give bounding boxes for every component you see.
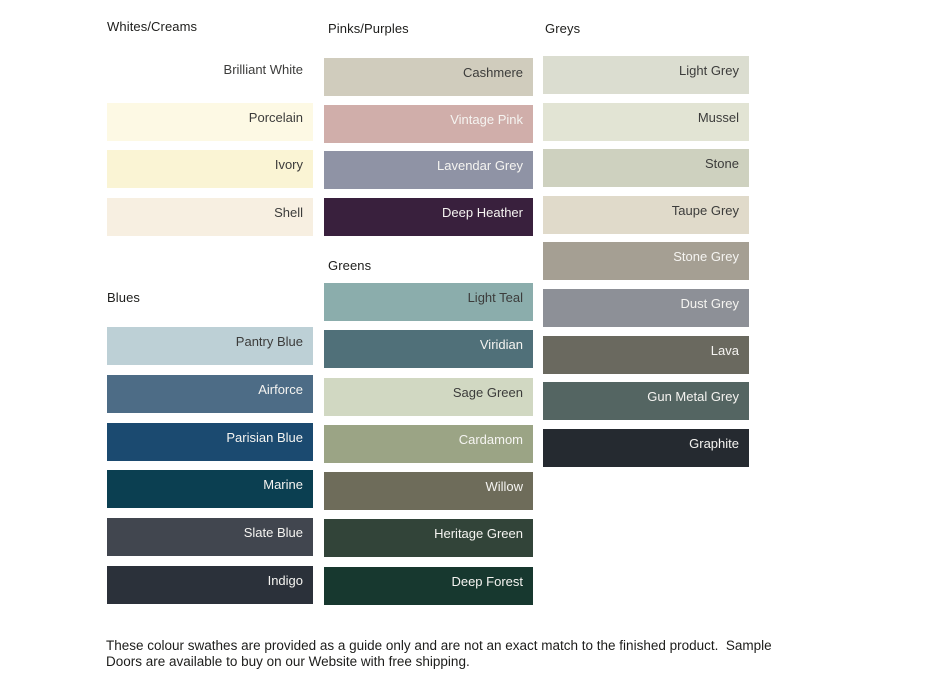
- swatch-label: Deep Heather: [442, 205, 523, 221]
- swatch-stone-grey: Stone Grey: [543, 242, 749, 281]
- swatch-label: Brilliant White: [223, 62, 303, 77]
- swatch-vintage-pink: Vintage Pink: [324, 104, 533, 143]
- swatch-shell: Shell: [107, 198, 313, 237]
- swatch-label: Pantry Blue: [235, 334, 303, 349]
- swatch-label: Heritage Green: [434, 526, 523, 542]
- swatch-label: Sage Green: [452, 384, 523, 400]
- swatch-group-blues: Pantry Blue Airforce Parisian Blue Marine Sl…: [107, 327, 313, 604]
- section-header-greens: Greens: [328, 258, 372, 273]
- swatch-label: Stone Grey: [673, 249, 739, 265]
- swatch-label: Willow: [485, 479, 523, 495]
- swatch-label: Slate Blue: [243, 525, 303, 541]
- swatch-light-teal: Light Teal: [324, 283, 533, 321]
- swatch-ivory: Ivory: [107, 150, 313, 189]
- swatch-label: Cashmere: [463, 65, 523, 80]
- swatch-label: Parisian Blue: [226, 429, 303, 445]
- swatch-porcelain: Porcelain: [107, 102, 313, 141]
- swatch-label: Indigo: [267, 572, 303, 588]
- swatch-pantry-blue: Pantry Blue: [107, 327, 313, 365]
- swatch-lava: Lava: [543, 335, 749, 374]
- swatch-label: Gun Metal Grey: [647, 389, 739, 405]
- footer-disclaimer: These colour swathes are provided as a g…: [106, 638, 806, 670]
- swatch-label: Vintage Pink: [450, 111, 523, 127]
- swatch-label: Ivory: [274, 157, 303, 173]
- swatch-label: Graphite: [689, 435, 739, 451]
- swatch-cardamom: Cardamom: [324, 424, 533, 463]
- swatch-label: Stone: [705, 156, 739, 172]
- swatch-label: Viridian: [479, 337, 523, 353]
- footer-disclaimer-line-1: These colour swathes are provided as a g…: [106, 638, 772, 653]
- swatch-airforce: Airforce: [107, 374, 313, 413]
- swatch-viridian: Viridian: [324, 330, 533, 369]
- swatch-sage-green: Sage Green: [324, 377, 533, 416]
- swatch-deep-heather: Deep Heather: [324, 198, 533, 237]
- footer-disclaimer-line-2: Doors are available to buy on our Websit…: [106, 654, 470, 669]
- swatch-label: Taupe Grey: [671, 202, 739, 218]
- swatch-label: Mussel: [697, 109, 739, 125]
- swatch-label: Porcelain: [248, 109, 303, 125]
- swatch-label: Deep Forest: [451, 573, 523, 589]
- swatch-gun-metal-grey: Gun Metal Grey: [543, 382, 749, 421]
- swatch-slate-blue: Slate Blue: [107, 518, 313, 557]
- swatch-group-greens: Light Teal Viridian Sage Green Cardamom Will…: [324, 283, 533, 605]
- swatch-group-pinks-purples: Cashmere Vintage Pink Lavendar Grey Deep He…: [324, 58, 533, 237]
- swatch-label: Lavendar Grey: [437, 158, 523, 174]
- swatch-label: Airforce: [258, 381, 303, 397]
- swatch-willow: Willow: [324, 472, 533, 511]
- swatch-deep-forest: Deep Forest: [324, 566, 533, 605]
- swatch-brilliant-white: Brilliant White: [107, 55, 313, 93]
- swatch-label: Lava: [710, 342, 739, 358]
- swatch-graphite: Graphite: [543, 428, 749, 467]
- swatch-marine: Marine: [107, 470, 313, 509]
- swatch-label: Light Grey: [679, 63, 739, 78]
- swatch-taupe-grey: Taupe Grey: [543, 195, 749, 234]
- swatch-label: Shell: [274, 205, 303, 221]
- swatch-stone: Stone: [543, 149, 749, 188]
- swatch-label: Dust Grey: [680, 295, 739, 311]
- section-header-pinks-purples: Pinks/Purples: [328, 21, 409, 36]
- swatch-parisian-blue: Parisian Blue: [107, 422, 313, 461]
- swatch-label: Marine: [263, 477, 303, 493]
- swatch-label: Cardamom: [458, 431, 523, 447]
- swatch-label: Light Teal: [467, 290, 523, 305]
- swatch-dust-grey: Dust Grey: [543, 288, 749, 327]
- section-header-greys: Greys: [545, 21, 581, 36]
- swatch-mussel: Mussel: [543, 102, 749, 141]
- section-header-blues: Blues: [107, 290, 141, 305]
- swatch-lavendar-grey: Lavendar Grey: [324, 151, 533, 190]
- swatch-group-greys: Light Grey Mussel Stone Taupe Grey Stone Gre…: [543, 56, 749, 467]
- swatch-cashmere: Cashmere: [324, 58, 533, 96]
- swatch-indigo: Indigo: [107, 565, 313, 604]
- swatch-group-whites-creams: Brilliant White Porcelain Ivory Shell: [107, 55, 313, 237]
- swatch-light-grey: Light Grey: [543, 56, 749, 94]
- section-header-whites-creams: Whites/Creams: [107, 19, 198, 34]
- swatch-heritage-green: Heritage Green: [324, 519, 533, 558]
